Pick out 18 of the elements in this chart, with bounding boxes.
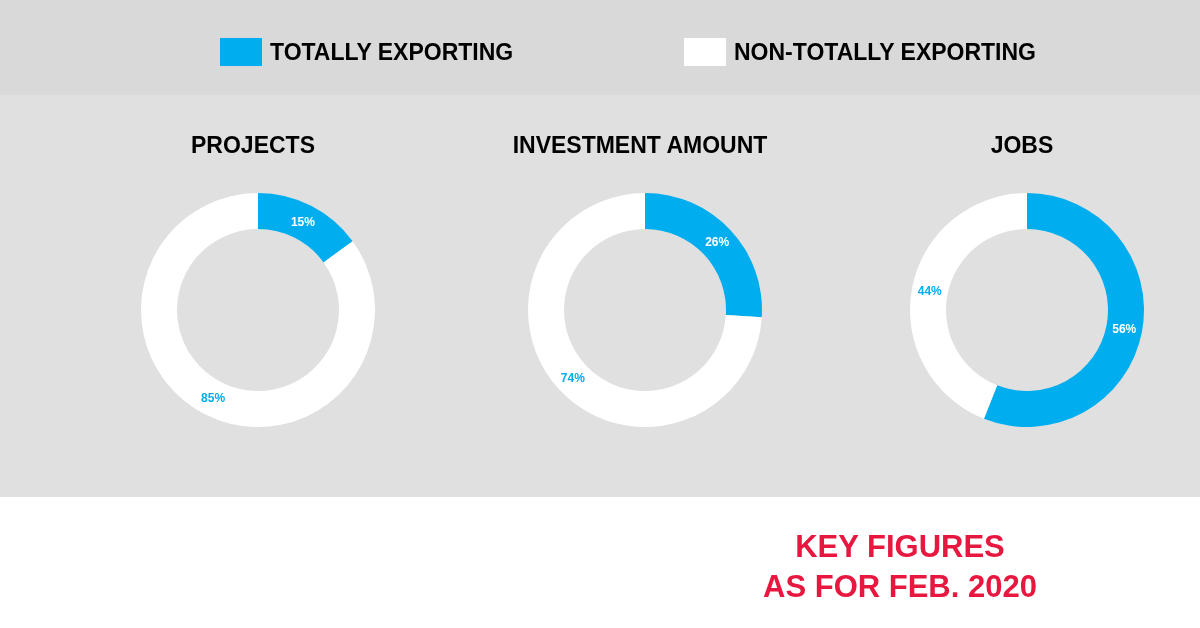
donut-slice [645,193,762,318]
data-label: 74% [560,370,586,385]
legend-label: TOTALLY EXPORTING [270,38,514,66]
donut-slice [528,193,762,427]
data-label: 26% [705,235,730,250]
data-label: 56% [1112,321,1137,336]
text: KEY FIGURES AS FOR FEB. 2020 [762,528,1038,606]
data-label: 85% [201,391,226,406]
chart-title: JOBS [989,131,1055,160]
donut-slice [983,193,1144,427]
data-label: 44% [917,284,943,299]
donut-slice [141,193,375,427]
chart-title: INVESTMENT AMOUNT [511,131,769,160]
text: PROJECTS [190,131,316,160]
donut-slice [910,193,1027,419]
data-label: 15% [290,214,316,229]
donut-slice [258,193,353,263]
legend-label: NON-TOTALLY EXPORTING [734,38,1037,66]
